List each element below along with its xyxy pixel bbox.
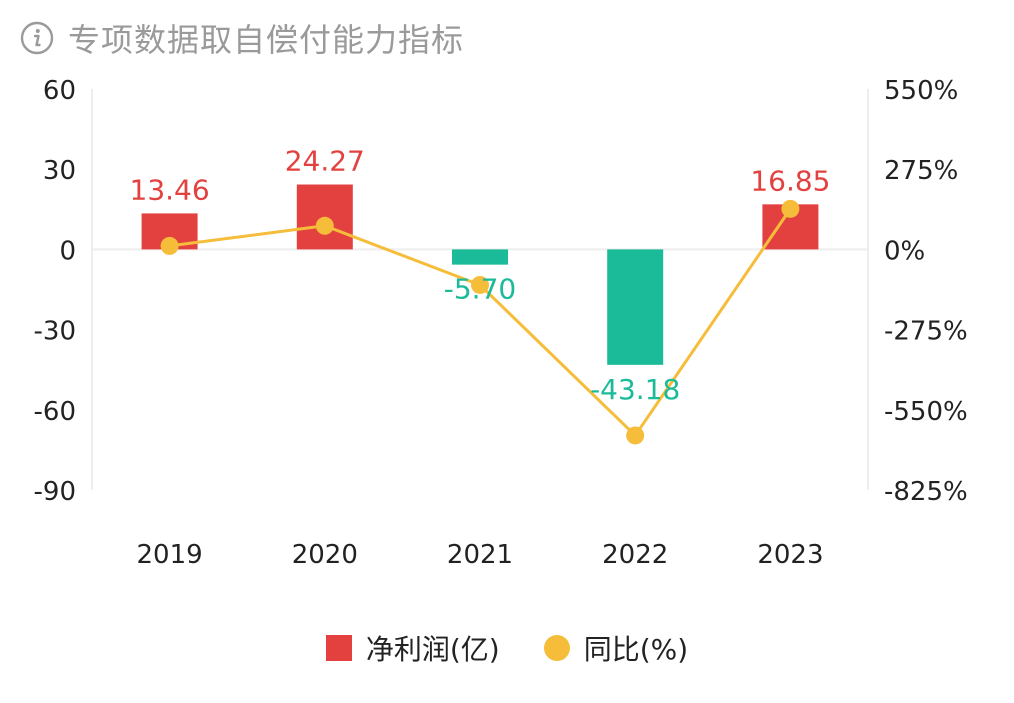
y-right-tick-label: -825% — [884, 477, 968, 507]
point-yoy — [315, 216, 334, 235]
bar-data-label: 24.27 — [285, 145, 365, 178]
y-left-tick-label: -60 — [34, 397, 76, 427]
y-right-tick-label: -275% — [884, 317, 968, 347]
point-yoy — [471, 275, 489, 294]
bar-net-profit — [607, 249, 664, 365]
y-right-tick-label: 275% — [884, 156, 958, 186]
chart-legend: 净利润(亿) 同比(%) — [0, 626, 1014, 670]
y-left-tick-label: -30 — [34, 317, 76, 347]
y-left-tick-label: 0 — [59, 236, 76, 266]
legend-label-yoy: 同比(%) — [583, 633, 689, 666]
point-yoy — [160, 236, 179, 255]
chart-title: 专项数据取自偿付能力指标 — [68, 21, 465, 59]
chart-header: 专项数据取自偿付能力指标 — [20, 16, 464, 60]
legend-label-net-profit: 净利润(亿) — [365, 633, 500, 666]
bar-data-label: -43.18 — [590, 373, 680, 406]
x-tick-label: 2021 — [447, 540, 513, 570]
bar-data-label: -5.70 — [444, 273, 516, 306]
y-left-tick-label: 60 — [43, 76, 76, 106]
chart-canvas: 60 30 0 -30 -60 -90 550% 275% 0% -275% -550% -825% 2… — [34, 76, 968, 570]
point-yoy — [781, 199, 800, 218]
line-yoy — [169, 208, 792, 437]
y-right-tick-label: 550% — [884, 76, 958, 106]
y-left-tick-label: -90 — [34, 477, 76, 507]
info-icon[interactable] — [20, 21, 54, 55]
bar-net-profit — [452, 249, 508, 265]
bar-data-label: 13.46 — [130, 173, 210, 206]
bar-data-label: 16.85 — [750, 164, 830, 197]
legend-swatch-dot — [543, 635, 570, 661]
x-tick-label: 2023 — [757, 540, 823, 570]
legend-item-yoy[interactable]: 同比(%) — [543, 628, 689, 668]
point-yoy — [626, 426, 645, 445]
y-right-tick-label: -550% — [884, 397, 968, 427]
x-tick-label: 2019 — [137, 540, 203, 570]
legend-swatch-bar — [325, 635, 352, 661]
x-tick-label: 2020 — [292, 540, 358, 570]
y-right-tick-label: 0% — [884, 236, 925, 266]
legend-item-net-profit[interactable]: 净利润(亿) — [325, 628, 500, 668]
x-tick-label: 2022 — [602, 540, 668, 570]
y-left-tick-label: 30 — [43, 156, 76, 186]
